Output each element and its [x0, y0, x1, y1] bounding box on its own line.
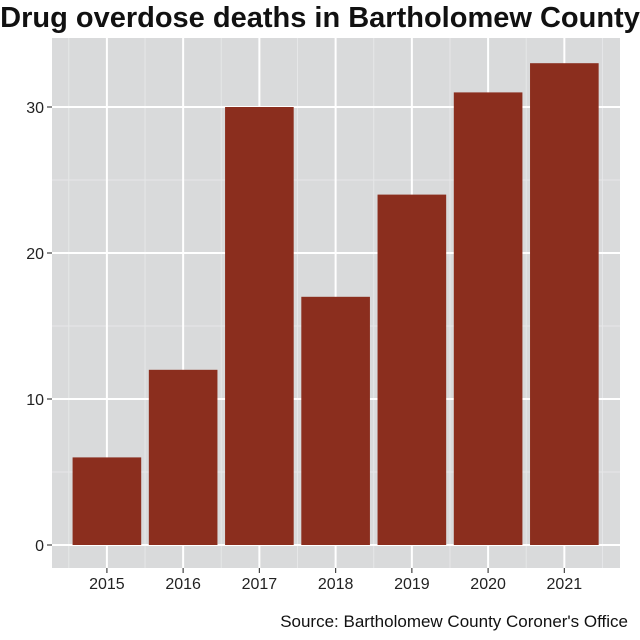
x-tick-label: 2019 [394, 576, 430, 593]
x-tick-label: 2016 [165, 576, 201, 593]
bar-2020 [453, 92, 523, 546]
x-tick-label: 2020 [470, 576, 506, 593]
x-tick-label: 2021 [547, 576, 583, 593]
y-tick-label: 10 [26, 392, 44, 409]
bar-2021 [530, 63, 599, 545]
bar-2017 [225, 107, 294, 545]
y-tick-label: 20 [26, 246, 44, 263]
bar-2015 [72, 457, 142, 545]
bar-2019 [377, 194, 447, 545]
bar-2018 [301, 296, 370, 545]
bar-2016 [148, 369, 218, 545]
x-tick-label: 2015 [89, 576, 125, 593]
y-tick-label: 0 [35, 538, 44, 555]
y-tick-label: 30 [26, 100, 44, 117]
source-note: Source: Bartholomew County Coroner's Off… [280, 612, 628, 631]
x-tick-label: 2018 [318, 576, 354, 593]
chart-title: Drug overdose deaths in Bartholomew Coun… [0, 2, 640, 34]
x-tick-label: 2017 [242, 576, 278, 593]
